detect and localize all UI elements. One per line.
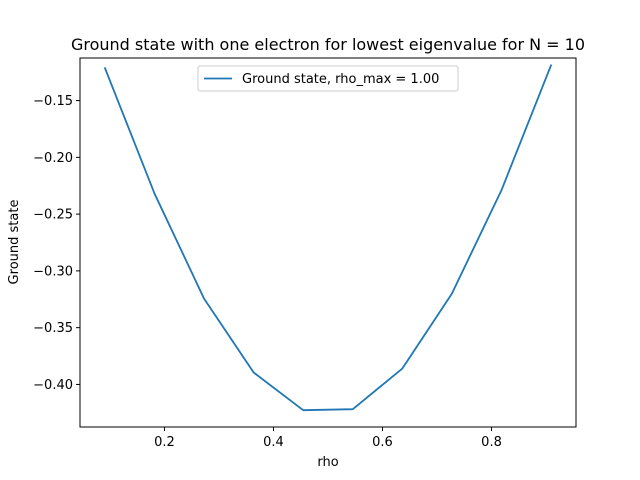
y-tick-label: −0.25 — [33, 208, 73, 223]
x-tick-label: 0.6 — [372, 435, 393, 450]
x-tick-label: 0.8 — [481, 435, 502, 450]
chart-title: Ground state with one electron for lowes… — [71, 35, 585, 54]
x-tick-label: 0.4 — [263, 435, 284, 450]
y-tick-label: −0.15 — [33, 94, 73, 109]
plot-area — [79, 57, 577, 428]
x-axis-label: rho — [317, 455, 338, 470]
y-axis-label: Ground state — [7, 200, 22, 285]
legend: Ground state, rho_max = 1.00 — [197, 65, 459, 92]
x-axis-ticks: 0.2 0.4 0.6 0.8 — [154, 427, 502, 450]
y-tick-label: −0.20 — [33, 151, 73, 166]
axes-frame — [79, 57, 577, 428]
y-tick-label: −0.35 — [33, 321, 73, 336]
legend-box — [197, 65, 459, 92]
x-tick-label: 0.2 — [154, 435, 175, 450]
series-layer — [103, 64, 553, 412]
y-tick-label: −0.30 — [33, 264, 73, 279]
y-axis-ticks: −0.40 −0.35 −0.30 −0.25 −0.20 −0.15 — [33, 94, 80, 393]
series-line-ground-state — [103, 64, 553, 412]
y-tick-label: −0.40 — [33, 378, 73, 393]
legend-label-ground-state: Ground state, rho_max = 1.00 — [242, 72, 439, 87]
